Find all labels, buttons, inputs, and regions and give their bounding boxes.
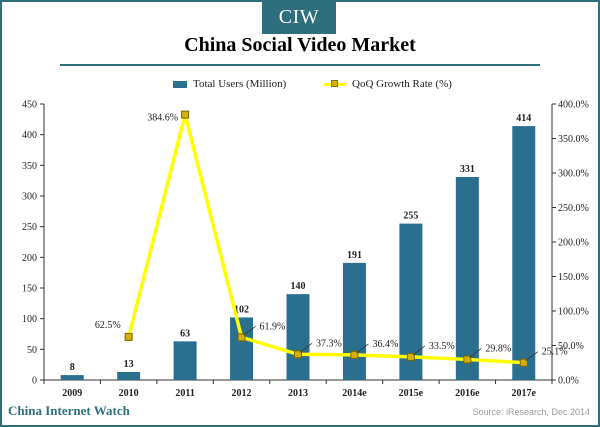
bar-value-label: 13 <box>124 359 134 370</box>
x-tick-label: 2015e <box>399 388 424 399</box>
growth-rate-value-label: 25.1% <box>542 347 568 358</box>
bar <box>512 126 536 380</box>
source-note: Source: iResearch, Dec 2014 <box>472 407 590 417</box>
legend-bar-swatch-icon <box>173 80 187 88</box>
growth-rate-value-label: 384.6% <box>147 113 178 124</box>
legend-item-growth-rate: QoQ Growth Rate (%) <box>324 78 452 90</box>
bar-value-label: 191 <box>347 250 362 261</box>
bar-value-label: 140 <box>291 281 306 292</box>
y-right-tick-label: 350.0% <box>558 134 589 145</box>
y-left-tick-label: 400 <box>22 130 37 141</box>
y-right-tick-label: 400.0% <box>558 100 589 111</box>
growth-rate-value-label: 61.9% <box>260 321 286 332</box>
y-left-tick-label: 450 <box>22 100 37 111</box>
x-tick-label: 2017e <box>512 388 537 399</box>
bar-value-label: 8 <box>70 362 75 373</box>
bar <box>60 375 84 380</box>
y-right-tick-label: 250.0% <box>558 203 589 214</box>
bar <box>455 176 479 380</box>
bar-value-label: 331 <box>460 164 475 175</box>
growth-label-leader <box>412 345 426 356</box>
bar-value-label: 414 <box>516 113 531 124</box>
chart-title: China Social Video Market <box>184 34 416 56</box>
growth-label-leader <box>299 342 313 353</box>
x-tick-label: 2014e <box>342 388 367 399</box>
growth-rate-line <box>126 112 524 365</box>
bar <box>342 262 366 380</box>
y-left-tick-label: 350 <box>22 161 37 172</box>
y-right-tick-label: 150.0% <box>558 272 589 283</box>
x-tick-label: 2011 <box>175 388 194 399</box>
y-left-tick-label: 50 <box>27 345 37 356</box>
growth-rate-marker <box>406 352 415 361</box>
y-left-tick-label: 150 <box>22 284 37 295</box>
growth-label-leader <box>356 343 369 354</box>
x-tick-label: 2012 <box>232 388 252 399</box>
growth-rate-value-label: 62.5% <box>95 320 121 331</box>
bar-value-label: 255 <box>403 211 418 222</box>
growth-rate-value-label: 36.4% <box>372 339 398 350</box>
growth-rate-marker <box>124 332 133 341</box>
bar-value-label: 102 <box>234 304 249 315</box>
legend-label-total-users: Total Users (Million) <box>193 78 287 90</box>
growth-rate-marker <box>463 355 472 364</box>
bar <box>230 317 254 380</box>
legend-line-swatch-icon <box>324 80 346 88</box>
y-right-tick-label: 200.0% <box>558 238 589 249</box>
bar <box>286 294 310 380</box>
y-left-tick-label: 250 <box>22 222 37 233</box>
growth-rate-marker <box>350 350 359 359</box>
x-tick-label: 2010 <box>119 388 139 399</box>
ciw-logo-badge: CIW <box>262 0 336 34</box>
legend-item-total-users: Total Users (Million) <box>173 78 286 90</box>
x-tick-label: 2013 <box>288 388 308 399</box>
growth-label-leader <box>469 348 482 358</box>
growth-rate-marker <box>294 350 302 359</box>
growth-rate-value-label: 37.3% <box>316 338 342 349</box>
y-left-tick-label: 0 <box>32 376 37 387</box>
y-right-tick-label: 50.0% <box>558 341 584 352</box>
x-tick-label: 2009 <box>62 388 82 399</box>
y-left-tick-label: 100 <box>22 314 37 325</box>
brand-footer: China Internet Watch <box>8 403 130 418</box>
bar <box>117 372 141 380</box>
title-underline <box>60 64 540 66</box>
y-right-tick-label: 0.0% <box>558 376 579 387</box>
y-right-tick-label: 300.0% <box>558 169 589 180</box>
legend-label-growth-rate: QoQ Growth Rate (%) <box>352 78 452 90</box>
growth-rate-marker <box>181 110 190 119</box>
growth-label-leader <box>243 325 256 336</box>
growth-label-leader <box>525 351 539 362</box>
bar <box>173 341 197 380</box>
growth-rate-marker <box>237 333 246 342</box>
growth-rate-value-label: 33.5% <box>429 341 455 352</box>
bar <box>399 223 423 380</box>
x-tick-label: 2016e <box>455 388 480 399</box>
growth-rate-value-label: 29.8% <box>485 343 511 354</box>
y-right-tick-label: 100.0% <box>558 307 589 318</box>
y-left-tick-label: 200 <box>22 253 37 264</box>
y-left-tick-label: 300 <box>22 192 37 203</box>
growth-rate-marker <box>519 358 528 367</box>
bar-value-label: 63 <box>180 328 190 339</box>
